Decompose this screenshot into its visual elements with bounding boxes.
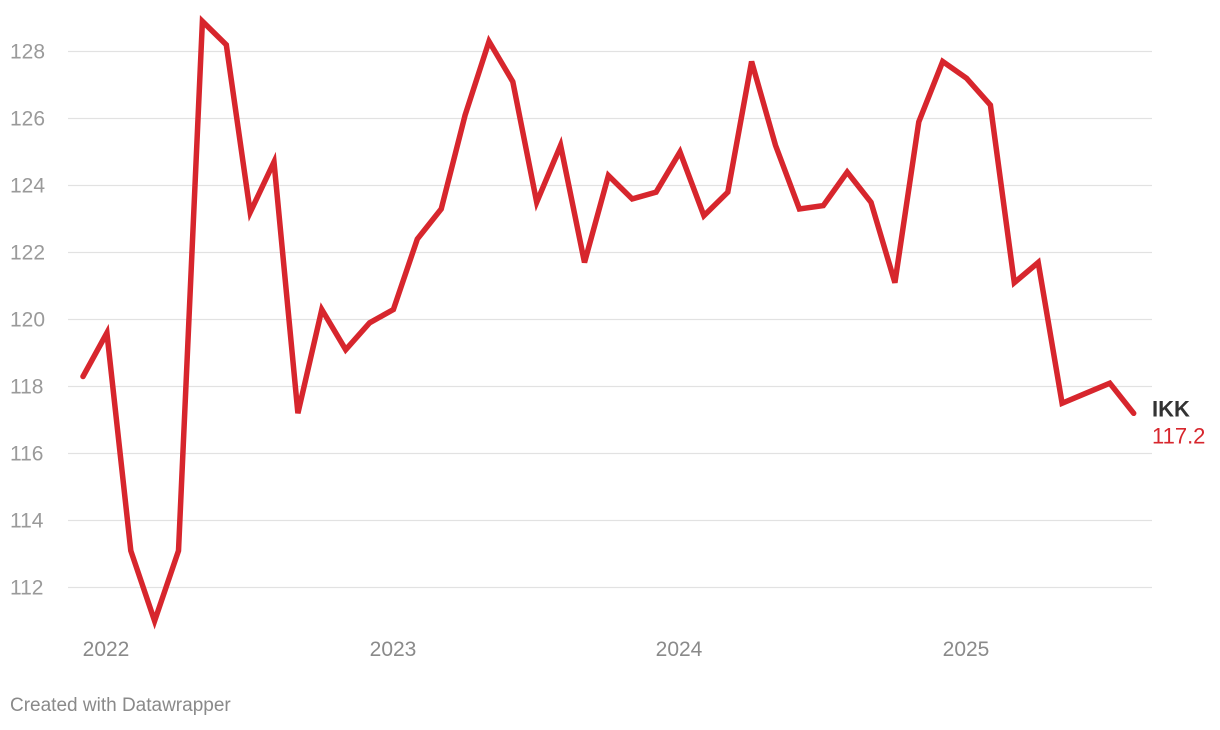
y-tick-label: 116 bbox=[10, 443, 43, 466]
y-axis: 112 114 116 118 120 122 124 126 128 bbox=[10, 41, 45, 600]
gridlines bbox=[68, 50, 1152, 589]
y-tick-label: 118 bbox=[10, 376, 43, 399]
y-tick-label: 126 bbox=[10, 108, 45, 131]
y-tick-label: 128 bbox=[10, 41, 45, 64]
series-layer bbox=[80, 15, 1137, 630]
x-tick-label: 2025 bbox=[943, 638, 990, 661]
x-tick-label: 2022 bbox=[83, 638, 130, 661]
x-tick-label: 2024 bbox=[656, 638, 703, 661]
x-tick-label: 2023 bbox=[370, 638, 417, 661]
y-tick-label: 120 bbox=[10, 309, 45, 332]
x-axis: 2022 2023 2024 2025 bbox=[83, 638, 990, 661]
series-line-ikk bbox=[80, 15, 1137, 630]
end-labels: IKK 117.2 bbox=[1152, 396, 1205, 448]
series-name-label: IKK bbox=[1152, 396, 1190, 421]
series-last-value-label: 117.2 bbox=[1152, 423, 1205, 448]
y-tick-label: 114 bbox=[10, 510, 44, 533]
y-tick-label: 112 bbox=[10, 577, 43, 600]
credit-footer: Created with Datawrapper bbox=[10, 695, 231, 716]
y-tick-label: 124 bbox=[10, 175, 45, 198]
y-tick-label: 122 bbox=[10, 242, 45, 265]
